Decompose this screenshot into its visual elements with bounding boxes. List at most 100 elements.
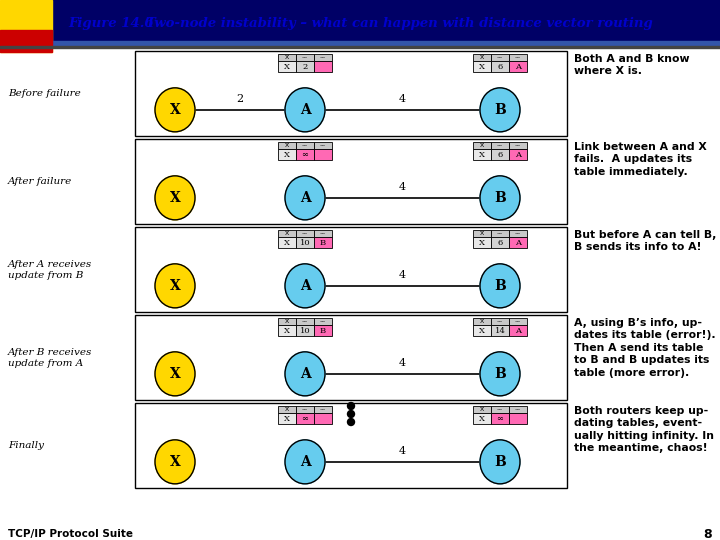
Bar	[491, 61, 509, 72]
Text: X: X	[284, 151, 290, 159]
Bar	[296, 54, 314, 61]
Text: ––: ––	[515, 407, 521, 412]
Text: X̅: X̅	[480, 143, 484, 148]
Text: B: B	[494, 367, 506, 381]
Ellipse shape	[285, 440, 325, 484]
Text: ∞: ∞	[302, 151, 308, 159]
Text: X: X	[284, 63, 290, 71]
Text: ––: ––	[515, 55, 521, 60]
Text: X̅: X̅	[285, 143, 289, 148]
Bar	[509, 413, 527, 424]
Bar	[314, 142, 332, 149]
Bar	[135, 227, 567, 312]
Bar	[278, 149, 296, 160]
Text: X̅: X̅	[285, 319, 289, 324]
Bar	[278, 54, 296, 61]
Text: A: A	[300, 455, 310, 469]
Ellipse shape	[285, 176, 325, 220]
Text: ––: ––	[497, 407, 503, 412]
Text: ––: ––	[320, 55, 326, 60]
Bar	[296, 230, 314, 237]
Bar	[509, 325, 527, 336]
Bar	[278, 406, 296, 413]
Text: B: B	[494, 103, 506, 117]
Text: A, using B’s info, up-
dates its table (error!).
Then A send its table
to B and : A, using B’s info, up- dates its table (…	[574, 318, 716, 377]
Text: ––: ––	[302, 55, 308, 60]
Text: ––: ––	[497, 231, 503, 236]
Text: Figure 14.6: Figure 14.6	[68, 17, 153, 30]
Text: 4: 4	[399, 270, 406, 280]
Bar	[491, 325, 509, 336]
Bar	[491, 54, 509, 61]
Bar	[296, 406, 314, 413]
Bar	[473, 318, 491, 325]
Bar	[473, 413, 491, 424]
Text: A: A	[515, 151, 521, 159]
Text: 6: 6	[498, 63, 503, 71]
Text: TCP/IP Protocol Suite: TCP/IP Protocol Suite	[8, 529, 133, 539]
Text: X: X	[479, 415, 485, 423]
Text: Both A and B know
where X is.: Both A and B know where X is.	[574, 54, 690, 76]
Bar	[509, 230, 527, 237]
Bar	[278, 237, 296, 248]
Ellipse shape	[480, 440, 520, 484]
Bar	[473, 230, 491, 237]
Bar	[296, 61, 314, 72]
Bar	[135, 139, 567, 224]
Text: After failure: After failure	[8, 178, 72, 186]
Text: 2: 2	[236, 94, 243, 104]
Text: X: X	[170, 455, 181, 469]
Bar	[509, 406, 527, 413]
Bar	[491, 149, 509, 160]
Bar	[314, 61, 332, 72]
Text: Link between A and X
fails.  A updates its
table immediately.: Link between A and X fails. A updates it…	[574, 142, 707, 177]
Bar	[509, 54, 527, 61]
Text: ––: ––	[320, 143, 326, 148]
Text: 4: 4	[399, 446, 406, 456]
Text: A: A	[515, 63, 521, 71]
Ellipse shape	[285, 88, 325, 132]
Ellipse shape	[285, 264, 325, 308]
Ellipse shape	[155, 264, 195, 308]
Text: Both routers keep up-
dating tables, event-
ually hitting infinity. In
the meant: Both routers keep up- dating tables, eve…	[574, 406, 714, 453]
Text: 4: 4	[399, 358, 406, 368]
Bar	[314, 413, 332, 424]
Text: X̅: X̅	[285, 55, 289, 60]
Bar	[278, 230, 296, 237]
Ellipse shape	[480, 176, 520, 220]
Bar	[509, 237, 527, 248]
Ellipse shape	[155, 88, 195, 132]
Text: X: X	[479, 63, 485, 71]
Text: 8: 8	[703, 528, 712, 540]
Text: Finally: Finally	[8, 442, 44, 450]
Text: ––: ––	[320, 319, 326, 324]
Text: X̅: X̅	[285, 407, 289, 412]
Text: X̅: X̅	[480, 231, 484, 236]
Text: X: X	[284, 239, 290, 247]
Text: B: B	[494, 279, 506, 293]
Text: X: X	[479, 327, 485, 335]
Bar	[278, 142, 296, 149]
Bar	[296, 325, 314, 336]
Bar	[314, 318, 332, 325]
Text: X: X	[284, 415, 290, 423]
Bar	[473, 325, 491, 336]
Bar	[473, 54, 491, 61]
Text: ––: ––	[302, 407, 308, 412]
Text: Two-node instability – what can happen with distance vector routing: Two-node instability – what can happen w…	[132, 17, 653, 30]
Bar	[314, 54, 332, 61]
Text: B: B	[320, 239, 326, 247]
Bar	[0, 46, 720, 48]
Bar	[491, 413, 509, 424]
Text: 14: 14	[495, 327, 505, 335]
Text: ––: ––	[320, 407, 326, 412]
Bar	[0, 0, 52, 52]
Text: X: X	[479, 239, 485, 247]
Ellipse shape	[480, 264, 520, 308]
Text: ––: ––	[302, 319, 308, 324]
Text: 4: 4	[399, 94, 406, 104]
Text: After B receives
update from A: After B receives update from A	[8, 348, 92, 368]
Bar	[473, 61, 491, 72]
Bar	[296, 149, 314, 160]
Circle shape	[348, 402, 354, 409]
